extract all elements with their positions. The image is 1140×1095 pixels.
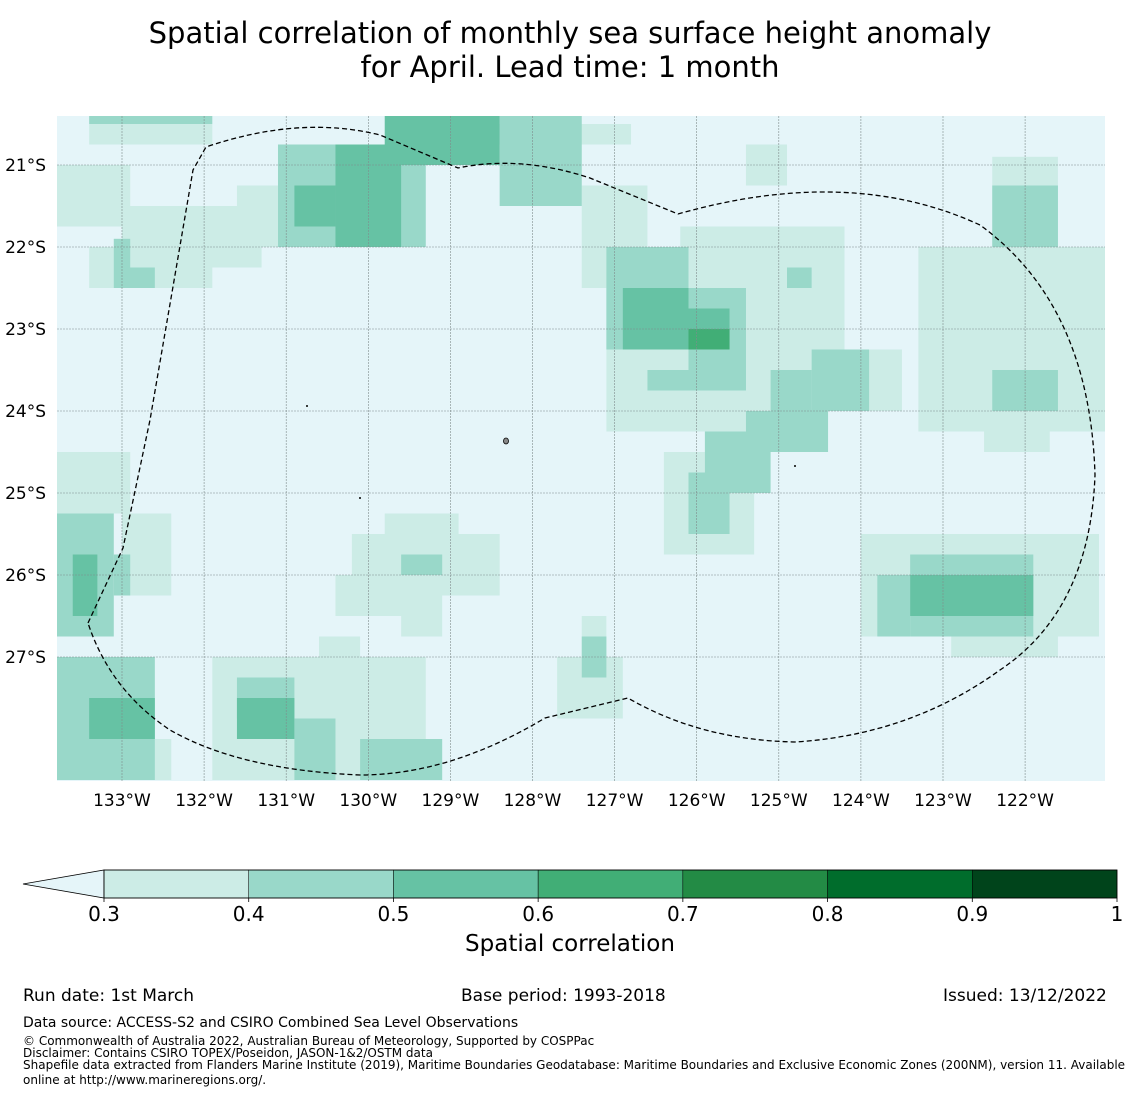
heatmap-cell xyxy=(57,452,131,514)
colorbar-segments xyxy=(103,869,1118,899)
heatmap-cell xyxy=(72,554,98,616)
y-tick-label: 27°S xyxy=(5,648,46,668)
run-date: Run date: 1st March xyxy=(23,986,195,1006)
heatmap-cell xyxy=(688,472,730,534)
x-tick-label: 122°W xyxy=(996,791,1054,811)
heatmap-cell xyxy=(384,116,500,165)
base-period: Base period: 1993-2018 xyxy=(461,986,666,1006)
gridlines xyxy=(57,116,1105,781)
eez-boundary-dashed xyxy=(87,126,1096,776)
x-tick-label: 124°W xyxy=(832,791,890,811)
colorbar-tick-label: 0.7 xyxy=(667,902,699,926)
colorbar-tick-label: 0.4 xyxy=(233,902,265,926)
island-marker xyxy=(359,497,361,499)
heatmap-cell xyxy=(401,554,443,575)
heatmap-cell xyxy=(57,165,131,227)
copyright: © Commonwealth of Australia 2022, Austra… xyxy=(23,1034,595,1048)
heatmap-cell xyxy=(113,267,155,288)
heatmap-cell xyxy=(910,575,1034,616)
heatmap-cell xyxy=(89,124,213,145)
map-plot: 133°W 132°W 131°W 130°W 129°W 128°W 127°W 126°W… xyxy=(5,116,1105,811)
heatmap-cell xyxy=(89,116,213,124)
island-marker xyxy=(503,437,509,445)
x-tick-label: 133°W xyxy=(93,791,151,811)
shapefile-credit-line-2: online at http://www.marineregions.org/. xyxy=(23,1073,267,1087)
island-marker xyxy=(306,405,308,407)
heatmap-cell xyxy=(811,349,870,411)
colorbar-segment xyxy=(682,869,828,899)
x-tick-label: 123°W xyxy=(914,791,972,811)
colorbar-segment xyxy=(248,869,394,899)
colorbar: 0.3 0.4 0.5 0.6 0.7 0.8 0.9 1 xyxy=(22,869,1123,926)
colorbar-segment xyxy=(393,869,539,899)
colorbar-outline xyxy=(103,869,1118,899)
y-tick-label: 24°S xyxy=(5,402,46,422)
x-tick-label: 129°W xyxy=(422,791,480,811)
disclaimer: Disclaimer: Contains CSIRO TOPEX/Poseido… xyxy=(23,1046,433,1060)
x-tick-label: 128°W xyxy=(504,791,562,811)
x-tick-label: 126°W xyxy=(668,791,726,811)
colorbar-segment xyxy=(103,869,249,899)
heatmap-cell xyxy=(294,185,336,227)
y-tick-label: 26°S xyxy=(5,566,46,586)
x-tick-label: 132°W xyxy=(175,791,233,811)
heatmap-cell xyxy=(877,575,911,637)
issued-date: Issued: 13/12/2022 xyxy=(943,986,1107,1006)
y-tick-label: 23°S xyxy=(5,320,46,340)
heatmap-cell xyxy=(401,616,443,637)
heatmap-cells xyxy=(57,116,1105,780)
x-tick-label: 130°W xyxy=(339,791,397,811)
heatmap-cell xyxy=(294,718,336,780)
chart-title-line-2: for April. Lead time: 1 month xyxy=(360,50,780,84)
colorbar-extend-arrow xyxy=(22,869,105,899)
chart-title-line-1: Spatial correlation of monthly sea surfa… xyxy=(148,16,992,50)
y-tick-label: 21°S xyxy=(5,156,46,176)
heatmap-cell xyxy=(236,698,295,739)
heatmap-cell xyxy=(984,411,1050,452)
heatmap-cell xyxy=(622,288,689,350)
x-tick-label: 125°W xyxy=(750,791,808,811)
colorbar-tick-label: 0.5 xyxy=(378,902,410,926)
island-marker xyxy=(794,465,796,467)
colorbar-tick-label: 1 xyxy=(1111,902,1124,926)
heatmap-cell xyxy=(499,116,582,206)
colorbar-segment xyxy=(827,869,973,899)
y-axis-tick-labels: 21°S 22°S 23°S 24°S 25°S 26°S 27°S xyxy=(5,156,46,668)
colorbar-tick-label: 0.3 xyxy=(88,902,120,926)
colorbar-tick-label: 0.6 xyxy=(522,902,554,926)
shapefile-credit-line-1: Shapefile data extracted from Flanders M… xyxy=(23,1058,1126,1072)
x-tick-label: 127°W xyxy=(586,791,644,811)
heatmap-cell xyxy=(770,370,812,411)
colorbar-segment xyxy=(537,869,684,899)
heatmap-cell xyxy=(113,238,131,268)
heatmap-cell xyxy=(335,575,443,616)
colorbar-tick-label: 0.8 xyxy=(812,902,844,926)
colorbar-segment xyxy=(972,869,1118,899)
heatmap-cell xyxy=(688,329,730,350)
y-tick-label: 25°S xyxy=(5,484,46,504)
colorbar-label: Spatial correlation xyxy=(465,931,675,957)
colorbar-tick-labels: 0.3 0.4 0.5 0.6 0.7 0.8 0.9 1 xyxy=(88,898,1123,926)
x-tick-label: 131°W xyxy=(257,791,315,811)
colorbar-tick-label: 0.9 xyxy=(956,902,988,926)
heatmap-cell xyxy=(787,267,812,288)
y-tick-label: 22°S xyxy=(5,238,46,258)
data-source: Data source: ACCESS-S2 and CSIRO Combine… xyxy=(23,1015,519,1031)
x-axis-tick-labels: 133°W 132°W 131°W 130°W 129°W 128°W 127°W 126°W… xyxy=(93,791,1054,811)
heatmap-cell xyxy=(360,739,443,780)
